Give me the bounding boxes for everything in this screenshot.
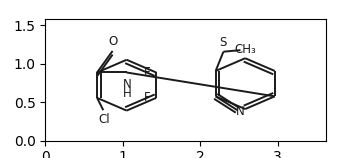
- Text: Cl: Cl: [98, 113, 110, 126]
- Text: O: O: [109, 35, 118, 48]
- Text: S: S: [219, 36, 226, 49]
- Text: F: F: [144, 91, 151, 104]
- Text: N: N: [236, 105, 245, 118]
- Text: F: F: [144, 66, 151, 79]
- Text: H: H: [123, 87, 132, 100]
- Text: CH₃: CH₃: [234, 43, 256, 56]
- Text: N: N: [123, 78, 132, 91]
